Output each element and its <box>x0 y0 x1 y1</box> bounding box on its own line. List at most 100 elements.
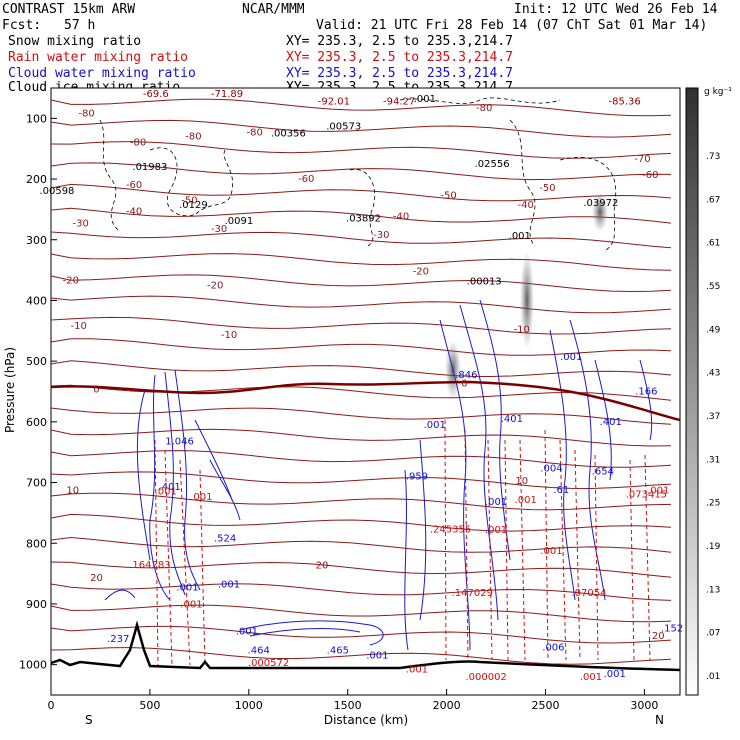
maximum-label: .00013 <box>467 277 502 288</box>
y-tick-label: 1000 <box>19 659 47 672</box>
maximum-label: .001 <box>485 497 507 508</box>
maximum-label: .001 <box>560 352 582 363</box>
maximum-label: .164283 <box>129 560 170 571</box>
isotherm-line <box>50 231 672 249</box>
maximum-label: -92.01 <box>318 96 350 107</box>
isotherm-line <box>50 316 672 335</box>
temperature-label: -60 <box>126 180 142 191</box>
maximum-label: .001 <box>647 485 669 496</box>
maximum-label: .401 <box>600 417 622 428</box>
field-name-rain: Rain water mixing ratio <box>8 50 189 65</box>
temperature-label: 0 <box>461 379 467 390</box>
maximum-label: .001 <box>580 672 602 683</box>
colorbar-label: .67 <box>706 195 720 205</box>
valid-time: Valid: 21 UTC Fri 28 Feb 14 (07 ChT Sat … <box>316 18 708 33</box>
temperature-label: -80 <box>247 127 263 138</box>
y-tick-label: 500 <box>26 355 47 368</box>
maximum-label: .0091 <box>225 216 254 227</box>
maximum-label: .000002 <box>465 672 506 683</box>
field-name-snow: Snow mixing ratio <box>8 34 142 49</box>
maximum-label: .001 <box>509 231 531 242</box>
isotherm-line <box>50 183 672 202</box>
freezing-level <box>50 380 681 422</box>
maximum-label: .001 <box>366 651 388 662</box>
colorbar-label: .43 <box>706 369 720 379</box>
maximum-label: -85.36 <box>608 96 640 107</box>
forecast-label: Fcst: <box>2 18 42 33</box>
isotherm-line <box>50 98 672 117</box>
maximum-label: .006 <box>542 643 564 654</box>
maximum-label: .166 <box>635 387 657 398</box>
y-tick-label: 900 <box>26 598 47 611</box>
maximum-label: 1.046 <box>165 436 194 447</box>
rain-water-contours <box>154 419 651 666</box>
isotherm-line <box>50 274 672 293</box>
cloud-water-contours <box>104 299 653 651</box>
maximum-label: .237 <box>107 634 129 645</box>
temperature-label: -50 <box>181 195 197 206</box>
temperature-label: -80 <box>476 103 492 114</box>
colorbar-label: .55 <box>706 282 720 292</box>
center-name: NCAR/MMM <box>242 2 305 17</box>
colorbar <box>685 87 699 696</box>
maximum-label: .001 <box>515 495 537 506</box>
y-axis-label: Pressure (hPa) <box>3 347 17 433</box>
temperature-labels: -80-80-80 -80-80-70-60-60 -60-50 -50-50-40-… <box>63 103 665 642</box>
maximum-label: .02556 <box>475 159 510 170</box>
maximum-label: -71.89 <box>211 89 243 100</box>
temperature-label: -40 <box>393 212 409 223</box>
temperature-label: -80 <box>185 132 201 143</box>
x-start-label: S <box>85 713 93 727</box>
maximum-label: .000572 <box>248 658 289 669</box>
maximum-label: .001 <box>414 94 436 105</box>
maximum-label: .001 <box>218 580 240 591</box>
temperature-label: -60 <box>642 170 658 181</box>
temperature-label: -20 <box>63 275 79 286</box>
maximum-label: .004 <box>540 464 562 475</box>
colorbar-label: .37 <box>706 412 720 422</box>
isotherm-line <box>50 253 672 271</box>
maximum-label: .654 <box>592 467 614 478</box>
maximum-label: .001 <box>190 492 212 503</box>
temperature-label: -40 <box>126 206 142 217</box>
temperature-label: 20 <box>90 573 103 584</box>
maximum-label: .465 <box>327 646 349 657</box>
isotherm-line <box>50 604 672 623</box>
temperature-label: -80 <box>78 109 94 120</box>
x-axis-label: Distance (km) <box>324 713 408 727</box>
isotherm-line <box>50 338 672 356</box>
field-name-cloud-water: Cloud water mixing ratio <box>8 66 196 81</box>
snow-shade-column <box>520 250 534 350</box>
maximum-label: .001 <box>155 487 177 498</box>
maximum-label: .03972 <box>583 198 618 209</box>
colorbar-label: .19 <box>706 542 721 552</box>
maximum-label: .61 <box>553 485 569 496</box>
temperature-label: 0 <box>93 385 99 396</box>
temperature-label: -30 <box>373 230 389 241</box>
y-tick-label: 200 <box>26 173 47 186</box>
maximum-label: .001 <box>424 420 446 431</box>
maximum-label: .00598 <box>39 186 74 197</box>
temperature-label: -50 <box>440 190 456 201</box>
maximum-label: .03892 <box>346 214 381 225</box>
temperature-label: -20 <box>207 280 223 291</box>
x-tick-label: 500 <box>139 699 160 712</box>
maximum-label: .245355 <box>430 524 471 535</box>
y-tick-label: 300 <box>26 234 47 247</box>
colorbar-label: .01 <box>706 672 720 682</box>
maximum-label: .524 <box>214 533 236 544</box>
x-tick-label: 0 <box>48 699 55 712</box>
x-tick-label: 2500 <box>531 699 559 712</box>
colorbar-label: .13 <box>706 585 720 595</box>
temperature-label: -30 <box>211 224 227 235</box>
maximum-label: .001 <box>406 665 428 676</box>
temperature-label: -10 <box>514 325 530 336</box>
maximum-label: .147029 <box>452 588 493 599</box>
maximum-label: .073415 <box>626 490 667 501</box>
maximum-label: .464 <box>248 646 270 657</box>
maximum-label: .959 <box>406 472 428 483</box>
colorbar-label: .49 <box>706 325 721 335</box>
colorbar-label: .31 <box>706 455 720 465</box>
maximum-label: .846 <box>455 370 477 381</box>
isotherm-line <box>50 295 672 314</box>
